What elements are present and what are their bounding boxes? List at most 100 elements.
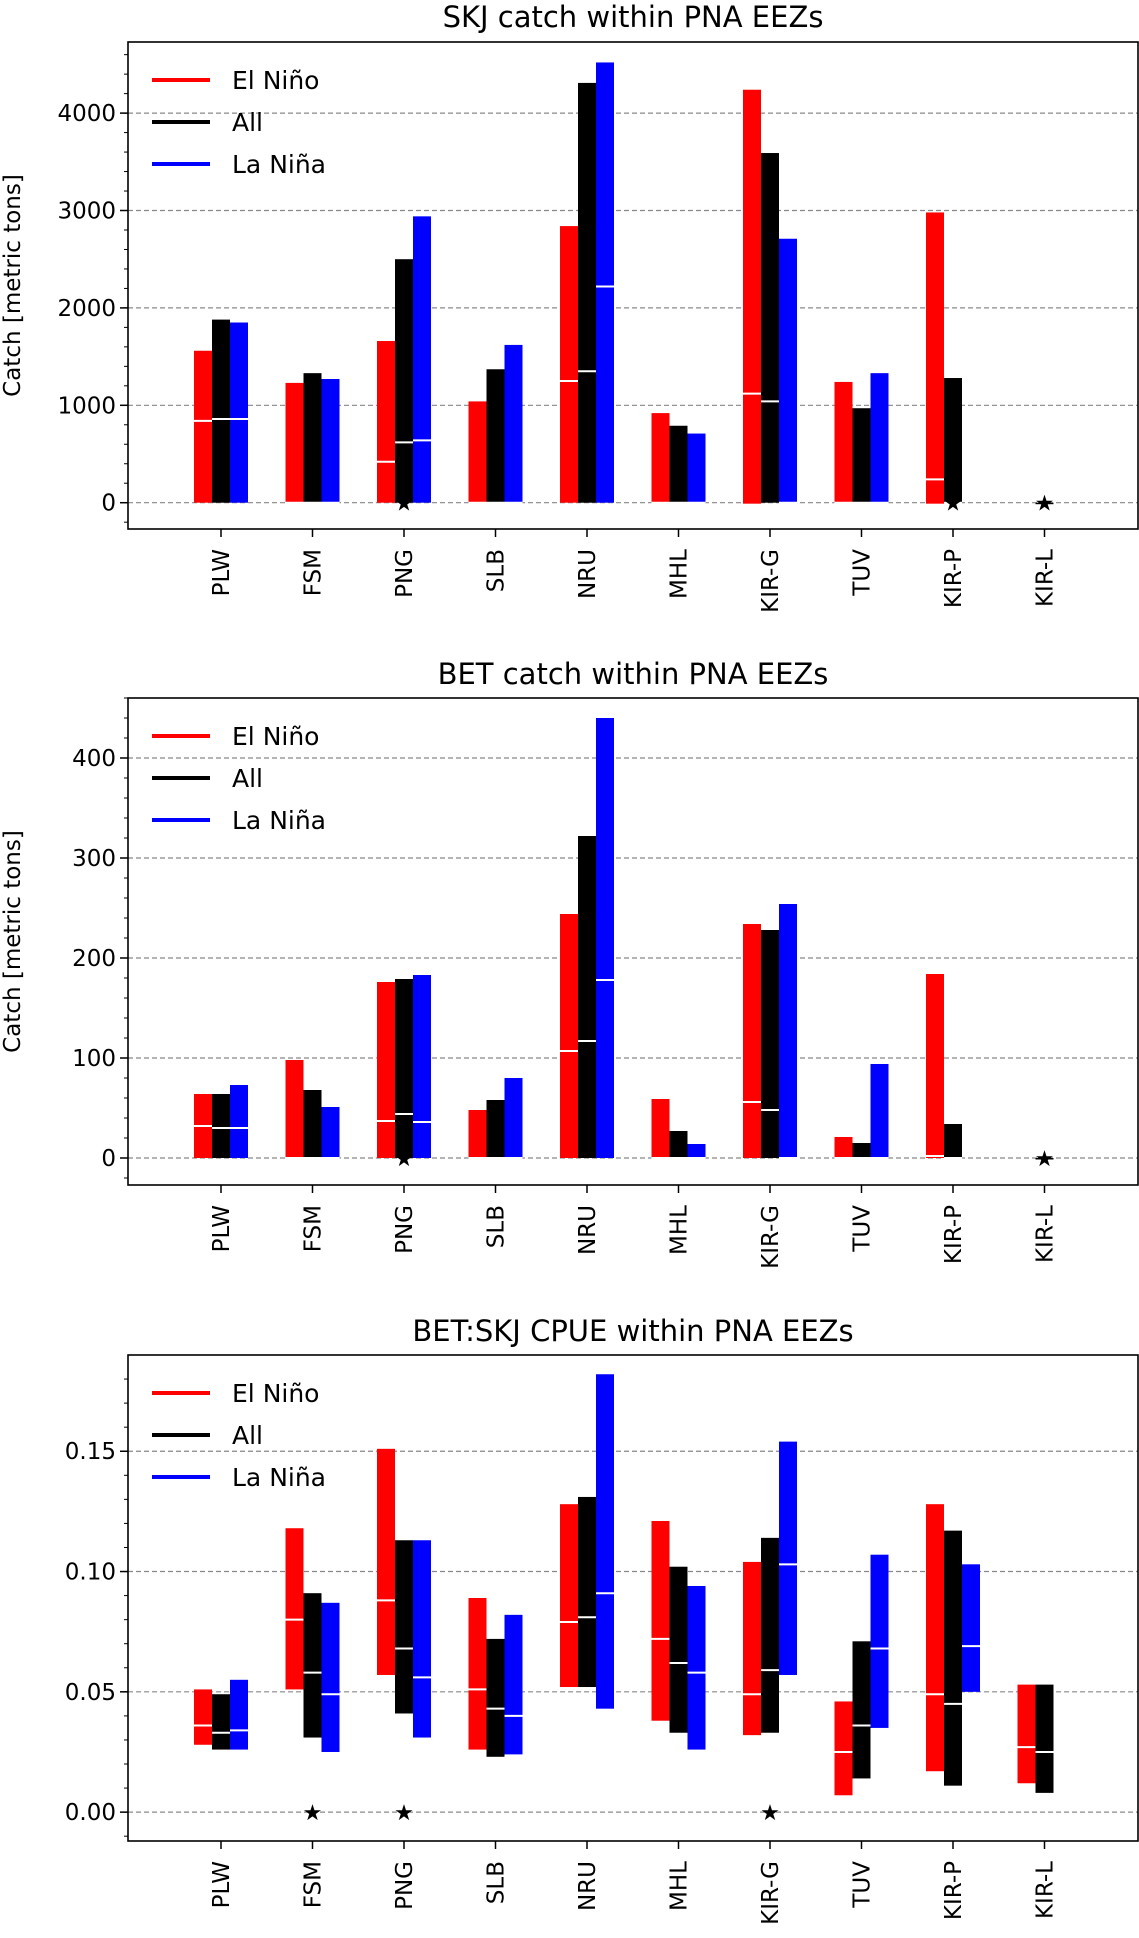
bar-lanina-nru [596,718,614,1158]
bar-all-fsm [303,1593,322,1738]
bar-lanina-mhl [687,1144,706,1158]
x-tick-label: MHL [667,1861,693,1911]
x-tick-label: PLW [209,1205,235,1252]
x-tick-label: NRU [575,1861,601,1911]
bar-lanina-kir-g [779,238,797,503]
bar-lanina-slb [504,344,523,503]
y-tick-label: 300 [72,846,116,872]
chart-title: SKJ catch within PNA EEZs [443,0,824,34]
bar-elnino-tuv [834,381,853,503]
y-tick-label: 2000 [57,296,116,322]
star-marker: ★ [394,1801,414,1826]
bar-all-nru [578,82,596,503]
bar-lanina-fsm [321,1602,340,1752]
bar-lanina-kir-g [779,1441,797,1675]
x-tick-label: TUV [850,549,876,597]
x-tick-label: NRU [575,1205,601,1255]
bar-all-kir-p [944,378,962,503]
bar-all-fsm [303,1090,322,1158]
bar-all-kir-g [761,1537,779,1733]
bar-lanina-plw [230,1679,248,1750]
bar-elnino-kir-p [926,974,944,1158]
bar-all-mhl [669,1131,688,1158]
bar-all-kir-l [1035,1684,1054,1793]
bar-lanina-fsm [321,1107,340,1158]
bar-lanina-slb [504,1078,523,1158]
x-tick-label: TUV [850,1205,876,1253]
chart-title: BET:SKJ CPUE within PNA EEZs [412,1314,853,1348]
x-tick-label: PNG [392,549,418,598]
bar-all-mhl [669,1566,688,1733]
x-tick-label: PLW [209,549,235,596]
chart-panel-3: ★ ★ ★ 0.00 0.05 0.10 0.15 PLW FSM PNG SLB NRU MHL KIR… [65,1314,1139,1925]
bar-elnino-plw [194,350,212,503]
y-tick-label: 4000 [57,101,116,127]
bar-elnino-mhl [651,1099,670,1158]
bar-elnino-png [377,341,395,503]
bar-all-fsm [303,373,322,503]
legend-label-elnino: El Niño [232,1379,319,1408]
bar-elnino-slb [468,401,487,503]
bar-elnino-fsm [285,1060,304,1158]
star-marker: ★ [1035,492,1055,517]
y-tick-label: 0 [101,491,116,517]
y-tick-label: 0.05 [65,1680,116,1706]
bar-all-kir-g [761,930,779,1158]
bar-elnino-mhl [651,413,670,503]
star-marker: ★ [760,1801,780,1826]
bar-elnino-mhl [651,1521,670,1721]
bar-elnino-kir-g [743,924,761,1158]
bar-lanina-fsm [321,379,340,503]
legend-label-all: All [232,1421,263,1450]
x-tick-label: PNG [392,1205,418,1254]
bar-lanina-tuv [870,373,889,503]
bar-lanina-nru [596,1374,614,1709]
bar-lanina-nru [596,62,614,503]
bar-all-nru [578,1496,596,1688]
bar-elnino-nru [560,914,578,1158]
bar-elnino-tuv [834,1701,853,1796]
bar-elnino-nru [560,1504,578,1688]
bar-elnino-kir-l [1017,1684,1036,1784]
y-tick-label: 3000 [57,199,116,225]
bar-lanina-png [413,1540,431,1738]
bar-lanina-plw [230,1085,248,1158]
bar-lanina-png [413,975,431,1158]
x-tick-label: PNG [392,1861,418,1910]
bar-all-png [395,979,413,1158]
chart-panel-2: ★ ★ 0 100 200 300 400 PLW FSM PNG SLB NRU MHL KIR-G TU… [0,657,1139,1269]
x-tick-label: SLB [484,549,510,592]
bar-all-mhl [669,425,688,503]
bar-all-kir-g [761,153,779,503]
bar-all-tuv [852,1641,871,1779]
bar-lanina-mhl [687,1585,706,1750]
y-tick-label: 400 [72,746,116,772]
y-tick-label: 0.10 [65,1560,116,1586]
x-tick-label: KIR-L [1033,1861,1059,1919]
x-tick-label: FSM [301,549,327,596]
y-tick-label: 200 [72,946,116,972]
chart-panel-1: ★ ★ ★ 0 1000 2000 3000 4000 PLW FSM PNG SLB NRU MHL KI… [0,0,1139,613]
bar-elnino-kir-g [743,1561,761,1736]
bar-elnino-fsm [285,382,304,503]
x-tick-label: KIR-G [758,1205,784,1269]
bar-all-png [395,1540,413,1714]
y-tick-label: 100 [72,1046,116,1072]
y-axis-label: Catch [metric tons] [0,174,26,397]
bar-all-kir-l [1035,1158,1054,1160]
legend-label-elnino: El Niño [232,722,319,751]
bar-all-tuv [852,408,871,503]
bar-elnino-kir-p [926,1504,944,1772]
bar-all-kir-l [1035,502,1054,505]
plot-frame [127,41,1139,530]
bar-elnino-tuv [834,1137,853,1158]
legend-label-lanina: La Niña [232,806,326,835]
bar-elnino-png [377,1448,395,1675]
y-tick-label: 1000 [57,393,116,419]
star-marker: ★ [394,1147,414,1172]
plot-frame [127,1354,1139,1842]
y-tick-label: 0 [101,1146,116,1172]
x-tick-label: FSM [301,1205,327,1252]
bar-all-nru [578,836,596,1158]
bar-lanina-plw [230,322,248,503]
